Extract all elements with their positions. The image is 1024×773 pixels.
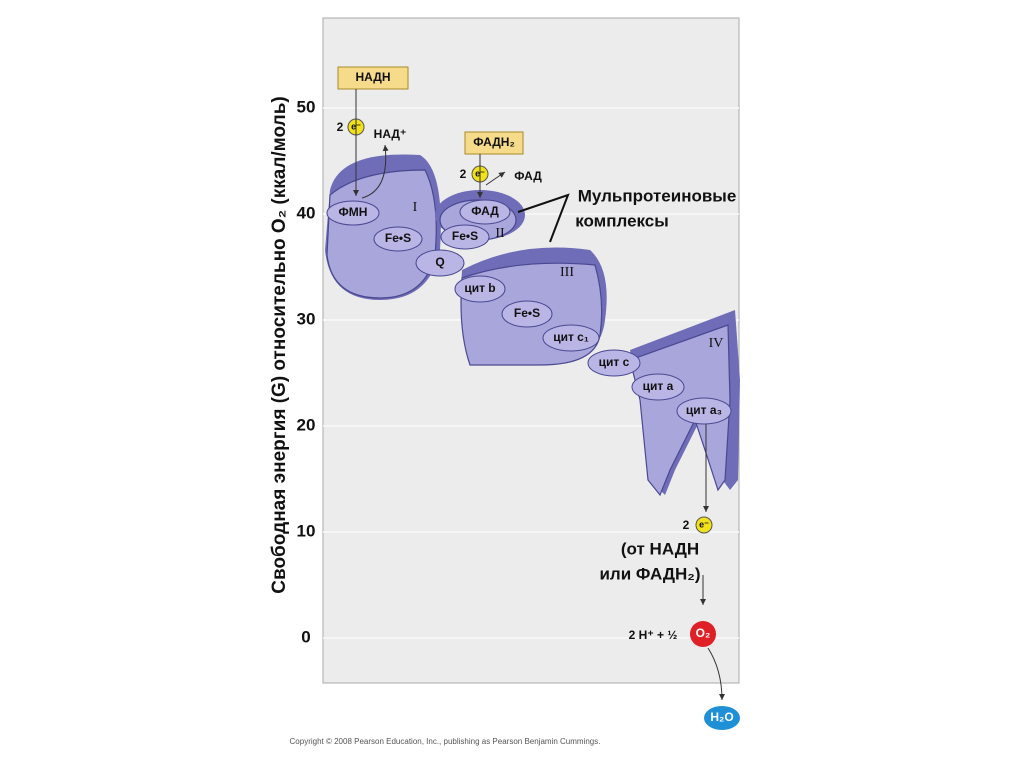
h2o-badge: [704, 706, 740, 730]
fadh2: ФАДН₂: [473, 135, 515, 149]
complex-label: II: [495, 226, 505, 241]
y-tick-label: 20: [297, 415, 316, 434]
carrier: Fe•S: [385, 231, 411, 245]
source: (от НАДН: [621, 539, 699, 558]
complex-label: IV: [709, 336, 724, 351]
copyright: Copyright © 2008 Pearson Education, Inc.…: [290, 737, 601, 746]
annotation-pointer: [517, 193, 570, 243]
annotation: Мульпротеиновые: [578, 186, 737, 205]
carrier: ФМН: [339, 205, 368, 219]
y-tick-label: 0: [301, 627, 310, 646]
nadh: НАДН: [356, 70, 391, 84]
electron: 2 e⁻: [683, 516, 713, 534]
o2-badge: [690, 621, 716, 647]
carrier: цит b: [464, 281, 495, 295]
carrier: ФАД: [471, 204, 499, 218]
carrier: цит c₁: [553, 330, 589, 344]
carrier: цит a₃: [686, 403, 722, 417]
electron-count: 2: [337, 120, 344, 134]
carrier: Q: [435, 255, 444, 269]
complex-label: I: [413, 200, 418, 215]
nadh-box: [337, 66, 409, 90]
fad-product: ФАД: [514, 169, 542, 183]
electron: 2 e⁻: [337, 118, 365, 136]
electron: 2 e⁻: [460, 165, 489, 183]
carrier: Fe•S: [452, 229, 478, 243]
complex-label: III: [560, 265, 574, 280]
carrier: Fe•S: [514, 306, 540, 320]
h2o: H₂O: [710, 710, 733, 724]
reaction: 2 H⁺ + ½: [629, 628, 678, 642]
o2: O₂: [696, 626, 711, 640]
axis-label: Свободная энергия (G) относительно O₂ (к…: [269, 96, 290, 593]
y-tick-label: 30: [297, 309, 316, 328]
carrier: цит c: [599, 355, 630, 369]
annotation: комплексы: [575, 211, 669, 230]
source: или ФАДН₂): [599, 564, 700, 583]
carrier: цит a: [643, 379, 674, 393]
nad: НАД⁺: [374, 127, 407, 141]
fadh2-box: [464, 131, 524, 155]
y-tick-label: 40: [297, 203, 316, 222]
electron-count: 2: [683, 518, 690, 532]
electron-count: 2: [460, 167, 467, 181]
electron-symbol: e⁻: [699, 519, 709, 529]
y-tick-label: 50: [297, 97, 316, 116]
y-tick-label: 10: [297, 521, 316, 540]
